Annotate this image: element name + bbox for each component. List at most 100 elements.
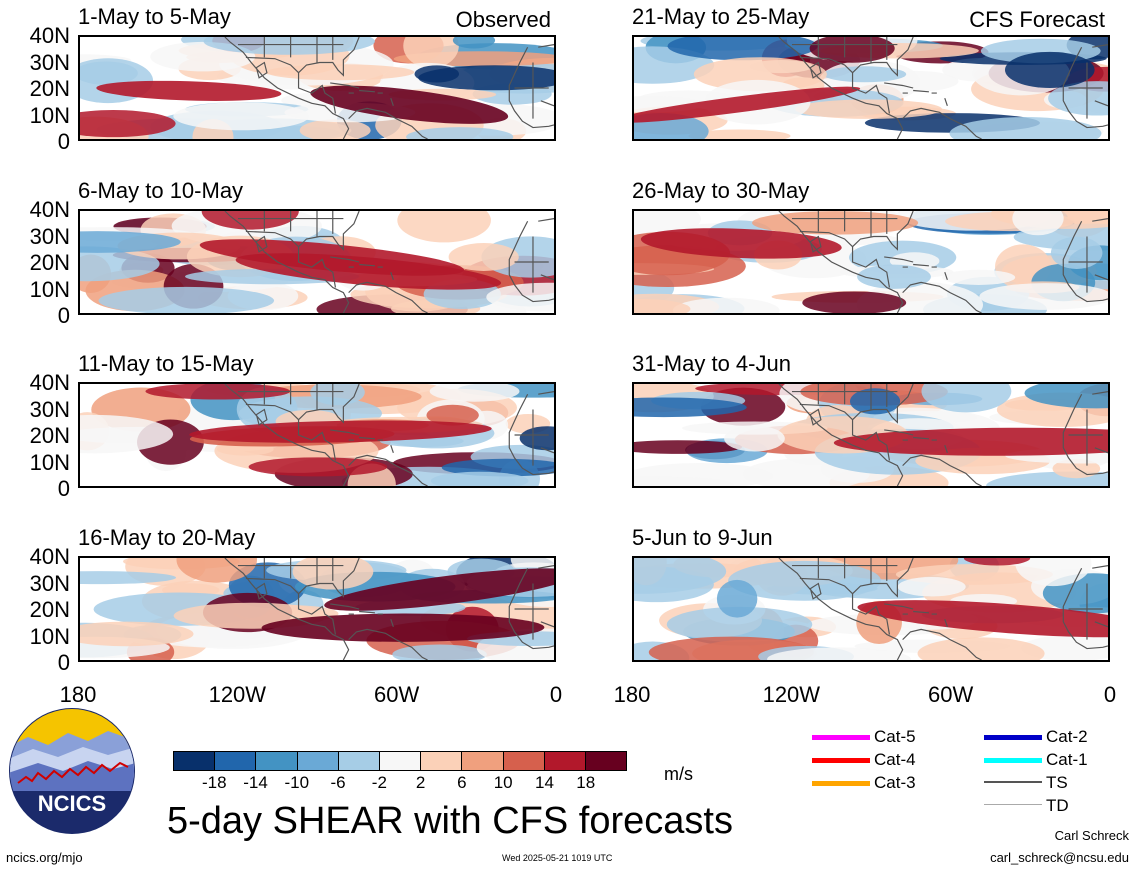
colorbar-swatch	[462, 752, 504, 770]
shear-contour	[979, 283, 1108, 310]
longitude-label: 180	[59, 682, 97, 707]
shear-contour	[639, 477, 735, 486]
latitude-label: 30N	[29, 396, 70, 422]
coastline	[778, 384, 1108, 486]
shear-contour	[418, 65, 554, 91]
shear-contour	[1024, 384, 1108, 409]
colorbar-tick-label: 14	[534, 773, 554, 792]
coastline	[224, 558, 554, 660]
colorbar-swatch	[544, 752, 586, 770]
latitude-label: 0	[57, 129, 70, 154]
panel-title: 16-May to 20-May	[78, 525, 256, 550]
storm-legend-line	[812, 758, 870, 763]
shear-contour	[392, 644, 487, 660]
coastline	[224, 211, 554, 313]
shear-contour	[248, 457, 388, 477]
latitude-label: 30N	[29, 49, 70, 75]
latitude-label: 30N	[29, 570, 70, 596]
colorbar-tick-label: 2	[415, 773, 426, 792]
shear-map	[632, 35, 1110, 141]
shear-contour	[519, 426, 554, 451]
storm-legend-line	[812, 735, 870, 740]
longitude-label: 60W	[928, 682, 974, 707]
shear-contour	[98, 286, 275, 313]
colorbar-swatch	[338, 752, 380, 770]
panel-title: 31-May to 4-Jun	[632, 351, 791, 376]
shear-contour	[203, 37, 375, 55]
latitude-label: 10N	[29, 276, 70, 302]
shear-map	[78, 382, 556, 488]
coastline	[778, 37, 1108, 139]
panel-title: 5-Jun to 9-Jun	[632, 525, 773, 550]
shear-contour	[634, 299, 691, 313]
latitude-label: 40N	[29, 23, 70, 48]
shear-contour	[728, 560, 882, 601]
latitude-label: 40N	[29, 544, 70, 569]
storm-legend-label: Cat-2	[1046, 727, 1088, 746]
coastline	[778, 558, 1108, 660]
storm-legend-line	[812, 781, 870, 786]
shear-contour	[802, 291, 907, 313]
shear-contour	[857, 264, 931, 289]
shear-map	[632, 556, 1110, 662]
coastline	[224, 37, 554, 139]
shear-contour	[634, 440, 743, 454]
latitude-label: 10N	[29, 449, 70, 475]
shear-contour	[80, 621, 194, 647]
longitude-label: 120W	[762, 682, 821, 707]
shear-maximum	[235, 253, 502, 290]
main-title: 5-day SHEAR with CFS forecasts	[167, 800, 733, 842]
forecast-label: CFS Forecast	[969, 7, 1105, 32]
colorbar-tick-label: -18	[201, 773, 227, 792]
panel-title: 1-May to 5-May	[78, 4, 231, 29]
shear-contour	[1015, 558, 1092, 587]
shear-contour	[767, 647, 911, 660]
shear-map	[632, 209, 1110, 315]
shear-contour	[809, 37, 895, 63]
shear-contour	[752, 211, 919, 235]
latitude-label: 20N	[29, 250, 70, 275]
observed-label: Observed	[455, 7, 551, 32]
shear-maximum	[640, 228, 842, 259]
latitude-label: 40N	[29, 370, 70, 395]
storm-legend-line	[984, 758, 1042, 763]
site-url[interactable]: ncics.org/mjo	[6, 850, 83, 865]
shear-contour	[80, 414, 174, 454]
colorbar-tick-label: 10	[493, 773, 513, 792]
storm-legend-label: Cat-3	[874, 773, 916, 792]
shear-contour	[429, 384, 520, 402]
colorbar-swatch	[174, 752, 216, 770]
shear-contour	[299, 119, 371, 139]
latitude-label: 10N	[29, 102, 70, 128]
timestamp: Wed 2025-05-21 1019 UTC	[502, 853, 613, 863]
author-email[interactable]: carl_schreck@ncsu.edu	[990, 850, 1129, 865]
shear-contour	[822, 66, 907, 83]
shear-map	[632, 382, 1110, 488]
shear-contour	[693, 57, 827, 92]
shear-contour	[634, 397, 747, 418]
shear-contour	[688, 129, 791, 139]
colorbar-swatch	[256, 752, 298, 770]
shear-contour	[486, 282, 554, 312]
longitude-label: 0	[1103, 682, 1117, 707]
shear-contour	[794, 99, 943, 119]
shear-map	[78, 35, 556, 141]
panel-title: 26-May to 30-May	[632, 178, 810, 203]
colorbar-tick-label: -2	[371, 773, 387, 792]
shear-contour	[917, 637, 1045, 660]
shear-contour	[634, 558, 727, 594]
panel-title: 11-May to 15-May	[78, 351, 254, 376]
shear-maximum	[857, 600, 1108, 638]
shear-contour	[80, 571, 177, 585]
storm-legend-label: Cat-1	[1046, 750, 1088, 769]
logo-text: NCICS	[38, 791, 106, 816]
latitude-label: 20N	[29, 597, 70, 622]
colorbar-units: m/s	[664, 764, 693, 784]
shear-contour	[176, 558, 257, 583]
storm-legend-line	[984, 781, 1042, 783]
shear-contour	[963, 558, 1031, 566]
shear-contour	[1004, 51, 1095, 88]
shear-maximum	[324, 568, 554, 611]
latitude-label: 30N	[29, 223, 70, 249]
coastline	[778, 211, 1108, 313]
